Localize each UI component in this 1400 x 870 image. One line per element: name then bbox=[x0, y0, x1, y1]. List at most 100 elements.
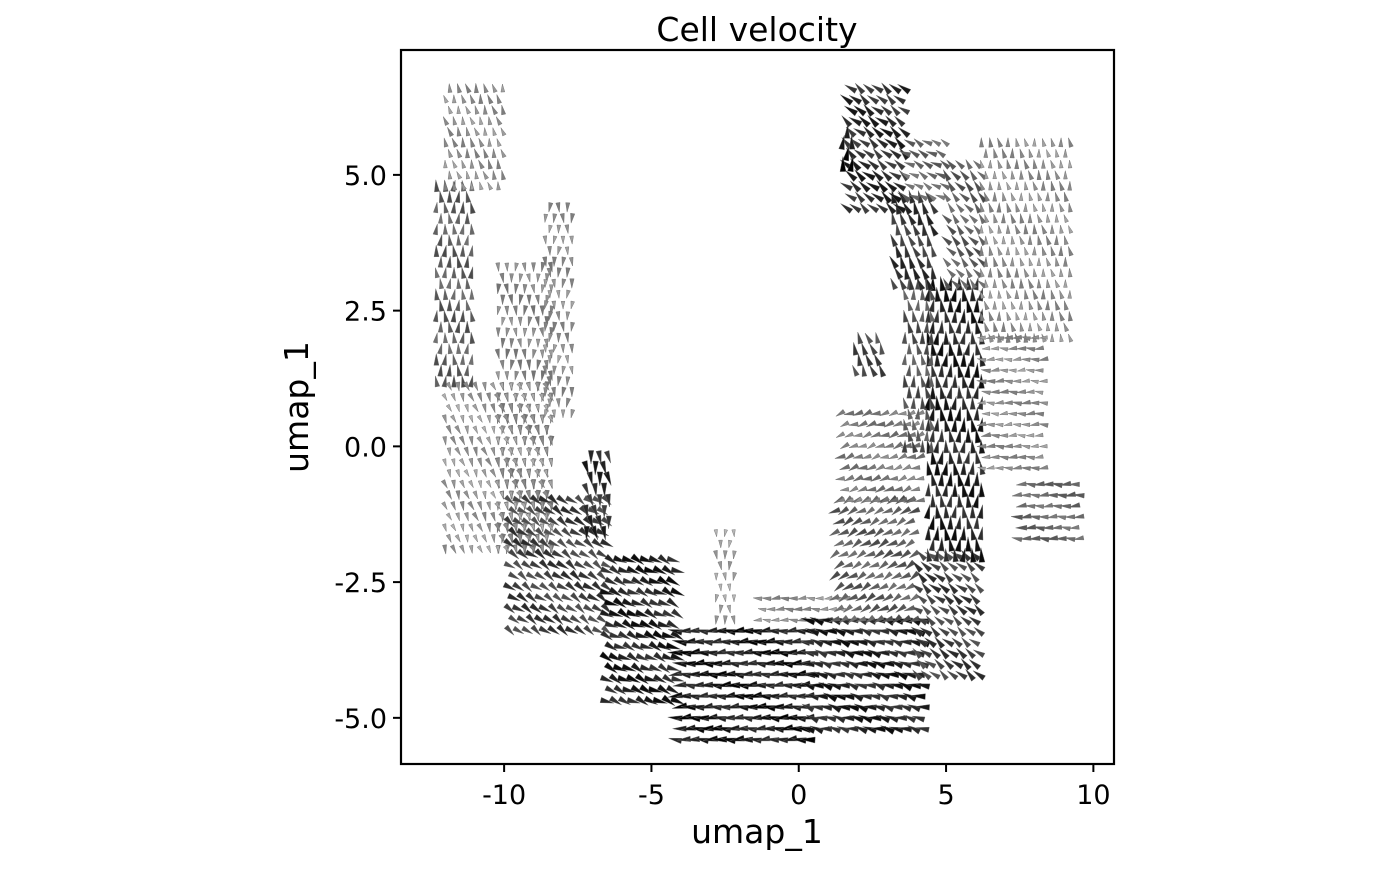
velocity-arrow bbox=[539, 435, 544, 446]
velocity-arrow bbox=[445, 512, 452, 521]
velocity-arrow bbox=[1059, 225, 1064, 234]
velocity-arrow bbox=[544, 409, 549, 418]
velocity-arrow bbox=[924, 572, 938, 584]
velocity-arrow bbox=[875, 463, 886, 471]
velocity-arrow bbox=[470, 310, 476, 323]
velocity-arrow bbox=[955, 160, 966, 170]
velocity-arrow bbox=[881, 190, 893, 205]
velocity-arrow bbox=[903, 223, 912, 236]
velocity-arrow bbox=[1058, 137, 1064, 148]
velocity-arrow bbox=[928, 298, 935, 313]
velocity-arrow bbox=[853, 703, 869, 714]
velocity-arrow bbox=[861, 342, 869, 356]
velocity-arrow bbox=[897, 127, 911, 139]
velocity-arrow bbox=[1038, 423, 1049, 428]
velocity-arrow bbox=[956, 245, 965, 258]
velocity-arrow bbox=[954, 298, 962, 314]
velocity-arrow bbox=[891, 614, 903, 625]
velocity-arrow bbox=[1068, 481, 1080, 487]
velocity-arrow bbox=[538, 581, 551, 592]
velocity-arrow bbox=[880, 170, 893, 182]
velocity-arrow bbox=[852, 409, 864, 416]
velocity-arrow bbox=[521, 494, 533, 506]
velocity-arrow bbox=[719, 604, 724, 614]
velocity-arrow bbox=[917, 149, 929, 159]
velocity-arrow bbox=[596, 549, 609, 559]
velocity-arrow bbox=[504, 305, 510, 316]
velocity-arrow bbox=[560, 409, 566, 418]
velocity-arrow bbox=[1004, 421, 1013, 426]
velocity-arrow bbox=[925, 211, 935, 226]
velocity-arrow bbox=[922, 160, 934, 170]
velocity-arrow bbox=[1025, 455, 1036, 461]
velocity-arrow bbox=[464, 512, 469, 522]
velocity-arrow bbox=[485, 479, 492, 488]
velocity-arrow bbox=[955, 584, 968, 594]
velocity-arrow bbox=[526, 294, 532, 305]
velocity-arrow bbox=[931, 472, 938, 487]
velocity-arrow bbox=[867, 629, 881, 636]
velocity-arrow bbox=[717, 561, 722, 570]
velocity-arrow bbox=[908, 255, 916, 270]
velocity-arrow bbox=[1032, 268, 1038, 278]
velocity-arrow bbox=[1059, 268, 1064, 278]
velocity-arrow bbox=[569, 505, 583, 515]
velocity-arrow bbox=[570, 321, 575, 332]
velocity-arrow bbox=[504, 262, 509, 272]
velocity-arrow bbox=[920, 561, 933, 573]
velocity-arrow bbox=[823, 692, 838, 703]
velocity-arrow bbox=[547, 414, 554, 423]
velocity-arrow bbox=[862, 192, 876, 204]
velocity-arrow bbox=[1003, 400, 1013, 406]
velocity-arrow bbox=[456, 364, 463, 377]
velocity-arrow bbox=[913, 183, 924, 191]
velocity-arrow bbox=[945, 649, 960, 659]
velocity-arrow bbox=[600, 602, 612, 615]
velocity-arrow bbox=[939, 298, 946, 313]
velocity-arrow bbox=[959, 548, 966, 563]
velocity-arrow bbox=[1032, 312, 1038, 321]
velocity-arrow bbox=[495, 457, 500, 468]
velocity-arrow bbox=[881, 615, 894, 623]
velocity-arrow bbox=[1025, 504, 1036, 509]
velocity-arrow bbox=[928, 515, 935, 531]
velocity-arrow bbox=[499, 468, 505, 479]
velocity-arrow bbox=[924, 526, 931, 541]
velocity-arrow bbox=[955, 562, 968, 572]
velocity-arrow bbox=[929, 671, 941, 680]
velocity-arrow bbox=[486, 501, 491, 511]
velocity-arrow bbox=[840, 441, 850, 449]
velocity-arrow bbox=[965, 493, 972, 509]
velocity-arrow bbox=[770, 595, 781, 600]
velocity-arrow bbox=[904, 265, 911, 280]
velocity-arrow bbox=[1028, 300, 1034, 311]
velocity-arrow bbox=[838, 614, 849, 624]
velocity-arrow bbox=[666, 555, 680, 563]
velocity-arrow bbox=[857, 331, 864, 345]
velocity-arrow bbox=[503, 560, 516, 569]
velocity-arrow bbox=[858, 139, 871, 148]
velocity-arrow bbox=[478, 159, 485, 170]
velocity-arrow bbox=[893, 182, 907, 192]
velocity-arrow bbox=[947, 515, 954, 530]
velocity-arrow bbox=[874, 117, 889, 127]
velocity-arrow bbox=[930, 183, 942, 191]
velocity-arrow bbox=[446, 469, 451, 478]
velocity-arrow bbox=[1025, 410, 1036, 416]
velocity-arrow bbox=[512, 625, 524, 634]
velocity-arrow bbox=[540, 261, 546, 272]
velocity-arrow bbox=[559, 213, 565, 223]
velocity-arrow bbox=[568, 256, 574, 267]
velocity-arrow bbox=[924, 386, 932, 399]
velocity-arrow bbox=[983, 235, 989, 245]
velocity-arrow bbox=[586, 592, 601, 602]
velocity-arrow bbox=[484, 457, 492, 467]
velocity-arrow bbox=[988, 311, 994, 322]
velocity-arrow bbox=[960, 461, 967, 476]
velocity-arrow bbox=[599, 460, 607, 475]
velocity-arrow bbox=[547, 392, 554, 402]
velocity-arrow bbox=[1008, 411, 1017, 417]
velocity-arrow bbox=[950, 396, 957, 411]
velocity-arrow bbox=[516, 506, 529, 515]
velocity-arrow bbox=[875, 442, 885, 448]
